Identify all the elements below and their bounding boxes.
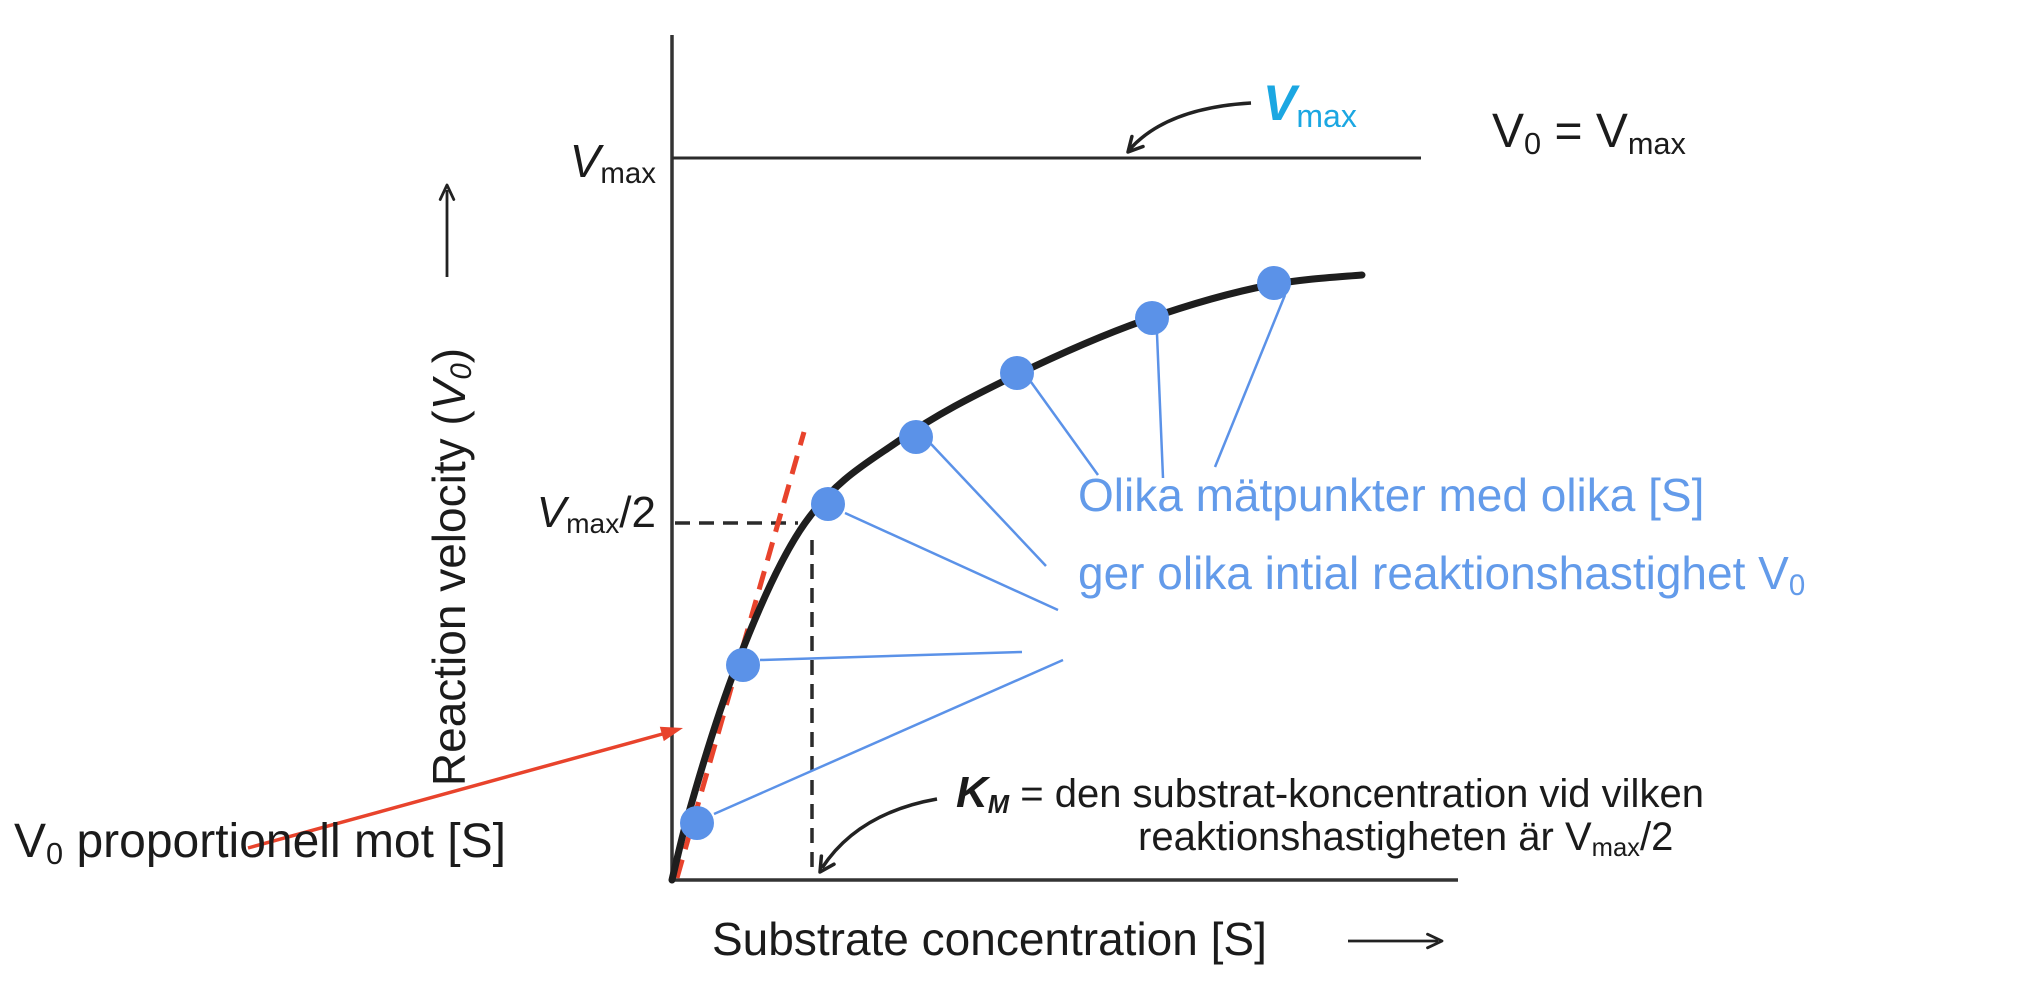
y-axis-label-v-sub: 0 [445, 363, 479, 380]
vmax-callout-v: V [1263, 75, 1297, 131]
data-points-group [680, 266, 1291, 840]
pointer-line [713, 658, 1064, 816]
data-point [899, 420, 933, 454]
x-label-arrowhead [1426, 932, 1444, 950]
vmax-callout-arrow [1128, 101, 1252, 151]
measurement-points-note-line2-text: ger olika intial reaktionshastighet [1078, 547, 1759, 599]
vmax-half-suffix: /2 [619, 488, 656, 537]
pointer-line [1155, 333, 1165, 479]
vmax-tick-label: Vmax [500, 134, 656, 191]
measurement-points-note-v-sub: 0 [1788, 569, 1806, 603]
pointer-line [1029, 381, 1100, 476]
v0-eq-v2: V [1595, 105, 1628, 158]
km-definition-v-sub: max [1591, 833, 1640, 862]
y-axis-label-text: Reaction velocity ( [423, 410, 475, 787]
data-point [1135, 301, 1169, 335]
x-axis-label-text: Substrate concentration [S] [712, 913, 1267, 965]
y-axis-label-close: ) [423, 347, 475, 364]
km-definition-line2: reaktionshastigheten är Vmax/2 [1138, 815, 1674, 862]
vmax-half-sub: max [566, 508, 620, 540]
v0-eq-v1: V [1492, 105, 1525, 158]
pointer-line [759, 650, 1023, 662]
measurement-points-note-v: V [1758, 547, 1789, 599]
data-point [726, 648, 760, 682]
km-definition-line1-text: = den substrat-koncentration vid vilken [1009, 772, 1704, 816]
v0-eq-sub2: max [1627, 125, 1686, 161]
v0-eq-sub1: 0 [1524, 125, 1542, 161]
km-callout-arrow [820, 797, 938, 869]
y-label-arrowhead [438, 183, 456, 201]
data-point [811, 487, 845, 521]
vmax-half-tick-label: Vmax/2 [430, 488, 656, 540]
pointer-line [1213, 294, 1287, 468]
measurement-points-note-line2: ger olika intial reaktionshastighet V0 [1078, 534, 1805, 619]
vmax-tick-sub: max [600, 157, 656, 191]
km-symbol: K [956, 768, 988, 817]
km-definition-suffix: /2 [1639, 815, 1674, 859]
km-definition-line2-text: reaktionshastigheten är [1138, 815, 1565, 859]
vmax-half-v: V [536, 488, 567, 537]
v0-proportional-note: V0 proportionell mot [S] [14, 814, 506, 871]
y-axis-label: Reaction velocity (V0) [422, 287, 478, 847]
vmax-callout-arrowhead [1126, 134, 1145, 154]
pointer-line [930, 443, 1047, 567]
initial-slope-tangent [674, 431, 807, 879]
vmax-callout-label: Vmax [1263, 74, 1357, 135]
y-axis-label-v: V [423, 379, 475, 411]
red-annotation-arrowhead [659, 726, 683, 742]
km-definition-line1: KM = den substrat-koncentration vid vilk… [956, 768, 1704, 819]
vmax-callout-sub: max [1296, 98, 1357, 135]
red-annotation-arrow-shaft [247, 731, 667, 850]
prop-note-v: V [14, 815, 47, 868]
km-definition-v: V [1564, 815, 1592, 859]
prop-note-text: proportionell mot [S] [63, 815, 506, 868]
v0-eq-mid: = [1541, 105, 1596, 158]
measurement-points-note-line1: Olika mätpunkter med olika [S] [1078, 456, 1805, 534]
pointer-line [844, 511, 1059, 612]
prop-note-v-sub: 0 [46, 835, 64, 871]
pointer-lines-group [713, 294, 1287, 816]
x-axis-label: Substrate concentration [S] [712, 912, 1267, 966]
data-point [680, 806, 714, 840]
measurement-points-note: Olika mätpunkter med olika [S] ger olika… [1078, 456, 1805, 619]
km-symbol-sub: M [987, 790, 1010, 819]
data-point [1000, 356, 1034, 390]
vmax-tick-v: V [569, 135, 601, 187]
data-point [1257, 266, 1291, 300]
v0-equals-vmax-label: V0 = Vmax [1492, 104, 1686, 161]
measurement-points-note-line1-text: Olika mätpunkter med olika [S] [1078, 469, 1705, 521]
km-callout-arrowhead [818, 854, 836, 874]
